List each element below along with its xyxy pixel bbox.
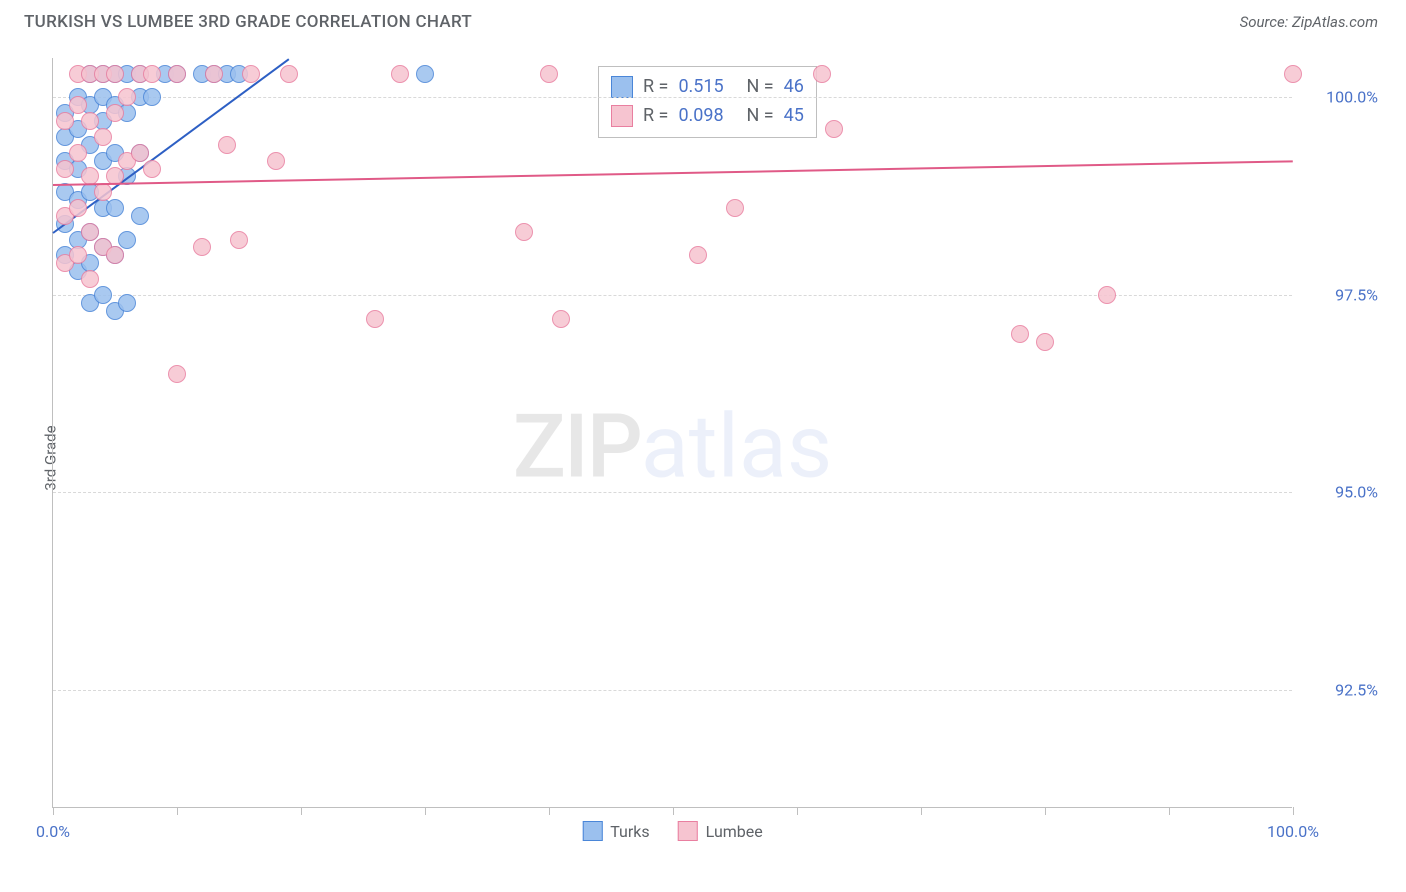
- legend-label-turks: Turks: [610, 822, 649, 841]
- y-tick-label: 92.5%: [1298, 680, 1378, 699]
- data-point: [143, 160, 161, 178]
- data-point: [143, 88, 161, 106]
- data-point: [267, 152, 285, 170]
- data-point: [143, 65, 161, 83]
- x-tick: [1293, 807, 1294, 815]
- x-tick: [549, 807, 550, 815]
- data-point: [205, 65, 223, 83]
- data-point: [242, 65, 260, 83]
- data-point: [131, 207, 149, 225]
- y-tick-label: 95.0%: [1298, 483, 1378, 502]
- data-point: [1284, 65, 1302, 83]
- stat-n-label: N =: [746, 102, 773, 131]
- data-point: [689, 246, 707, 264]
- data-point: [118, 231, 136, 249]
- x-tick: [1045, 807, 1046, 815]
- data-point: [1036, 333, 1054, 351]
- series-legend: Turks Lumbee: [582, 821, 763, 841]
- data-point: [416, 65, 434, 83]
- chart-source: Source: ZipAtlas.com: [1240, 13, 1378, 31]
- watermark-part2: atlas: [641, 396, 832, 499]
- x-tick: [425, 807, 426, 815]
- legend-label-lumbee: Lumbee: [706, 822, 763, 841]
- data-point: [218, 136, 236, 154]
- data-point: [168, 65, 186, 83]
- data-point: [106, 104, 124, 122]
- y-tick-label: 97.5%: [1298, 285, 1378, 304]
- data-point: [118, 294, 136, 312]
- trend-line: [53, 161, 1293, 187]
- data-point: [56, 112, 74, 130]
- legend-item-turks: Turks: [582, 821, 649, 841]
- x-tick: [301, 807, 302, 815]
- data-point: [1011, 325, 1029, 343]
- chart-title: TURKISH VS LUMBEE 3RD GRADE CORRELATION …: [24, 12, 472, 32]
- plot-area: ZIPatlas R =0.515N =46R =0.098N =45 Turk…: [52, 58, 1292, 808]
- watermark: ZIPatlas: [513, 396, 833, 499]
- gridline: [53, 97, 1292, 98]
- stats-row: R = 0.098 N = 45: [611, 102, 804, 131]
- data-point: [726, 199, 744, 217]
- data-point: [131, 144, 149, 162]
- data-point: [81, 112, 99, 130]
- data-point: [69, 96, 87, 114]
- legend-swatch-lumbee: [678, 821, 698, 841]
- chart-container: 3rd Grade ZIPatlas R =0.515N =46R =0.098…: [24, 48, 1384, 868]
- x-tick: [177, 807, 178, 815]
- data-point: [81, 223, 99, 241]
- data-point: [230, 231, 248, 249]
- data-point: [193, 238, 211, 256]
- legend-swatch-turks: [582, 821, 602, 841]
- data-point: [69, 246, 87, 264]
- stat-r-label: R =: [643, 102, 668, 131]
- data-point: [168, 365, 186, 383]
- data-point: [1098, 286, 1116, 304]
- x-tick: [797, 807, 798, 815]
- data-point: [515, 223, 533, 241]
- data-point: [56, 160, 74, 178]
- stats-box: R =0.515N =46R =0.098N =45: [598, 66, 817, 138]
- data-point: [94, 286, 112, 304]
- y-tick-label: 100.0%: [1298, 88, 1378, 107]
- x-tick-label: 0.0%: [36, 822, 70, 841]
- data-point: [280, 65, 298, 83]
- data-point: [552, 310, 570, 328]
- legend-item-lumbee: Lumbee: [678, 821, 763, 841]
- data-point: [118, 88, 136, 106]
- x-tick-label: 100.0%: [1267, 822, 1319, 841]
- stats-swatch: [611, 105, 633, 127]
- data-point: [69, 144, 87, 162]
- data-point: [81, 270, 99, 288]
- data-point: [94, 183, 112, 201]
- gridline: [53, 690, 1292, 691]
- stat-n-value: 45: [784, 102, 804, 131]
- x-tick: [1169, 807, 1170, 815]
- x-tick: [921, 807, 922, 815]
- data-point: [106, 65, 124, 83]
- data-point: [540, 65, 558, 83]
- x-tick: [673, 807, 674, 815]
- stats-swatch: [611, 76, 633, 98]
- data-point: [391, 65, 409, 83]
- stat-r-value: 0.098: [678, 102, 736, 131]
- data-point: [366, 310, 384, 328]
- data-point: [106, 199, 124, 217]
- data-point: [94, 128, 112, 146]
- data-point: [825, 120, 843, 138]
- gridline: [53, 492, 1292, 493]
- data-point: [813, 65, 831, 83]
- x-tick: [53, 807, 54, 815]
- watermark-part1: ZIP: [513, 396, 641, 499]
- data-point: [106, 246, 124, 264]
- data-point: [69, 199, 87, 217]
